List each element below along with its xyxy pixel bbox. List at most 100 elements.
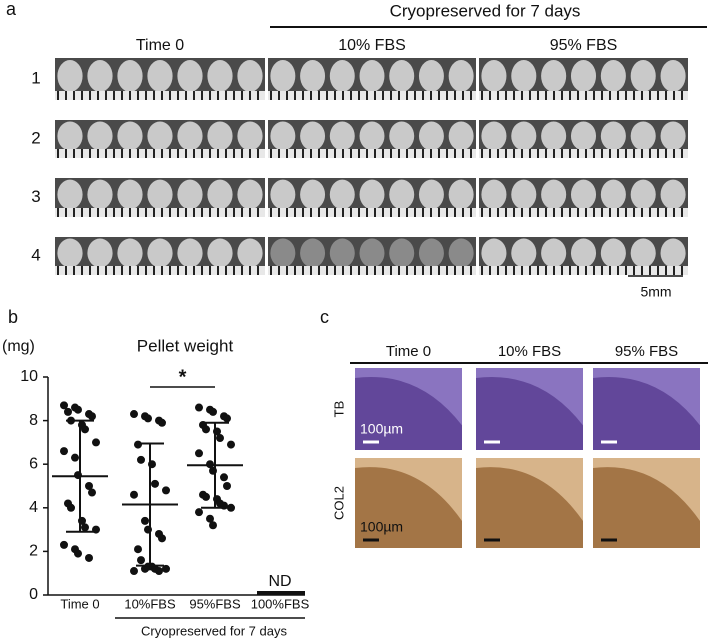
- pellet: [87, 60, 113, 92]
- tissue: [355, 467, 462, 548]
- data-point: [223, 482, 231, 490]
- data-point: [85, 482, 93, 490]
- pellet: [541, 121, 567, 151]
- pellet: [600, 121, 626, 151]
- data-point: [74, 405, 82, 414]
- tissue: [355, 376, 462, 450]
- pellet: [630, 179, 656, 210]
- column-header: Time 0: [386, 343, 431, 360]
- nd-bar: [257, 591, 305, 595]
- pellet: [541, 238, 567, 268]
- data-point: [209, 521, 217, 530]
- y-tick-label: 0: [29, 586, 38, 603]
- pellet: [117, 60, 143, 92]
- pellet: [660, 121, 686, 151]
- pellet: [570, 121, 597, 151]
- pellet: [177, 60, 203, 92]
- pellet: [448, 238, 474, 268]
- pellet: [329, 121, 355, 151]
- tissue: [593, 467, 700, 548]
- pellet: [300, 238, 326, 268]
- ruler: [479, 149, 688, 158]
- data-point: [64, 407, 72, 416]
- ruler: [55, 266, 265, 275]
- row-label: TB: [331, 401, 346, 418]
- pellet: [207, 238, 233, 268]
- pellet: [418, 179, 444, 210]
- pellet: [481, 60, 507, 92]
- data-point: [60, 447, 68, 456]
- scale-label: 5mm: [640, 284, 671, 300]
- y-tick-label: 8: [29, 412, 38, 429]
- panel-label: c: [320, 307, 329, 327]
- pellet: [270, 179, 296, 210]
- data-point: [195, 403, 203, 412]
- x-tick-label: 10%FBS: [124, 596, 176, 611]
- pellet: [207, 121, 233, 151]
- pellet: [418, 238, 444, 268]
- pellet: [300, 179, 326, 210]
- pellet: [237, 179, 263, 210]
- data-point: [227, 440, 235, 449]
- data-point: [85, 553, 93, 562]
- row-label: 2: [31, 128, 40, 147]
- pellet: [237, 238, 263, 268]
- data-point: [60, 401, 68, 410]
- column-header: 95% FBS: [550, 37, 618, 54]
- pellet: [207, 60, 233, 92]
- tissue: [476, 467, 583, 548]
- ruler: [55, 91, 265, 100]
- pellet: [481, 179, 507, 210]
- pellet: [389, 121, 415, 151]
- nd-label: ND: [268, 573, 291, 590]
- y-tick-label: 6: [29, 455, 38, 472]
- pellet: [600, 60, 626, 92]
- pellet: [237, 60, 263, 92]
- pellet: [448, 60, 474, 92]
- data-point: [220, 473, 228, 482]
- data-point: [130, 490, 138, 499]
- pellet: [177, 238, 203, 268]
- data-point: [195, 508, 203, 517]
- ruler: [55, 208, 265, 217]
- pellet: [359, 238, 385, 268]
- column-header: 10% FBS: [338, 37, 406, 54]
- data-point: [137, 455, 145, 464]
- y-tick-label: 2: [29, 543, 38, 560]
- pellet: [630, 121, 656, 151]
- pellet: [570, 179, 597, 210]
- data-point: [223, 414, 231, 423]
- pellet: [207, 179, 233, 210]
- data-point: [74, 549, 82, 558]
- pellet: [600, 179, 626, 210]
- pellet: [147, 60, 173, 92]
- data-point: [141, 516, 149, 525]
- pellet: [660, 60, 686, 92]
- pellet: [448, 179, 474, 210]
- pellet: [117, 179, 143, 210]
- pellet: [87, 238, 113, 268]
- data-point: [151, 479, 159, 488]
- row-label: 1: [31, 68, 40, 87]
- pellet: [418, 60, 444, 92]
- tissue: [476, 376, 583, 450]
- pellet: [329, 179, 355, 210]
- pellet: [448, 121, 474, 151]
- pellet: [389, 179, 415, 210]
- data-point: [144, 414, 152, 423]
- pellet: [177, 121, 203, 151]
- x-tick-label: 95%FBS: [189, 596, 241, 611]
- photo-grid: Time 0 10% FBS 95% FBS 1 2 3 4: [31, 37, 688, 275]
- pellet: [57, 238, 83, 268]
- significance: *: [179, 366, 187, 388]
- pellet: [541, 60, 567, 92]
- pellet: [359, 60, 385, 92]
- pellet: [511, 238, 537, 268]
- data-point: [202, 425, 210, 434]
- data-point: [158, 418, 166, 427]
- pellet: [300, 60, 326, 92]
- pellet: [359, 121, 385, 151]
- data-point: [206, 514, 214, 523]
- pellet: [147, 121, 173, 151]
